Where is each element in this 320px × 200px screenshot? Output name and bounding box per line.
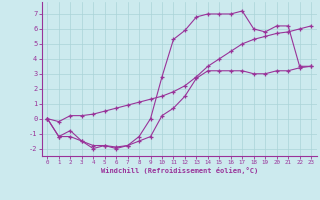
X-axis label: Windchill (Refroidissement éolien,°C): Windchill (Refroidissement éolien,°C) xyxy=(100,167,258,174)
